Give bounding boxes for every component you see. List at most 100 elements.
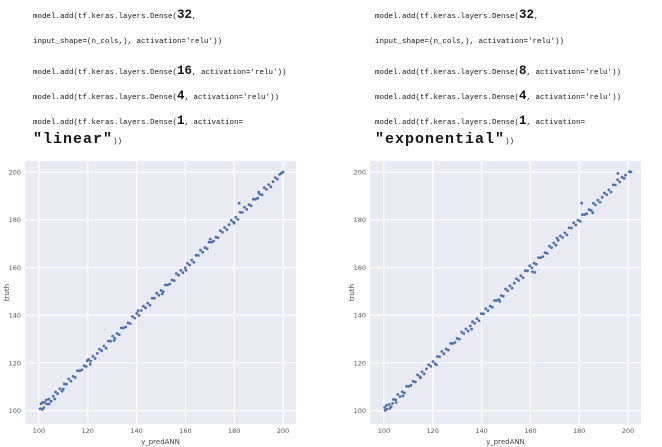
data-point	[262, 186, 266, 190]
data-point	[587, 208, 591, 211]
data-point	[161, 290, 165, 294]
data-point	[398, 395, 402, 398]
data-point	[510, 286, 514, 290]
code-segment: , activation='relu'))	[184, 94, 280, 102]
data-point	[166, 283, 170, 287]
data-point	[73, 376, 77, 379]
data-point	[271, 180, 275, 184]
y-tick-label: 120	[354, 359, 366, 367]
data-point	[227, 223, 231, 227]
data-point	[498, 300, 502, 303]
data-point	[506, 289, 510, 293]
code-segment: model.add(tf.keras.layers.Dense(	[33, 119, 178, 127]
code-segment: , activation='relu'))	[526, 94, 622, 102]
data-point	[616, 178, 619, 182]
data-point	[126, 321, 130, 325]
scatter-plot-exponential: 100 120 140 160 180 200 100 120 140 160 180 200 y_pr…	[348, 161, 641, 446]
data-point	[532, 261, 536, 265]
data-point	[477, 319, 481, 323]
y-tick-label: 100	[354, 407, 366, 415]
data-point	[598, 200, 602, 204]
data-point	[517, 279, 521, 282]
data-point	[493, 299, 496, 302]
data-point	[431, 360, 435, 363]
y-tick-label: 160	[9, 264, 21, 272]
data-point	[388, 407, 392, 410]
data-point	[435, 363, 438, 367]
data-point	[85, 359, 89, 363]
data-point	[458, 337, 461, 341]
code-segment: 8	[519, 64, 527, 78]
data-point	[106, 339, 110, 343]
data-point	[216, 236, 220, 240]
data-point	[155, 291, 159, 295]
code-segment: input_shape=(n_cols,), activation='relu'…	[33, 38, 223, 46]
code-segment: 1	[519, 114, 527, 128]
data-point	[256, 196, 260, 200]
data-point	[240, 211, 244, 214]
code-segment: 1	[177, 114, 185, 128]
data-point	[223, 226, 227, 229]
data-point	[473, 322, 477, 325]
data-point	[490, 305, 494, 309]
data-point	[539, 256, 543, 259]
data-point	[95, 352, 99, 355]
data-point	[221, 230, 224, 234]
data-point	[578, 219, 582, 223]
data-point	[486, 309, 490, 313]
data-point	[62, 382, 66, 386]
x-tick-label: 140	[130, 427, 142, 435]
data-point	[616, 172, 620, 175]
data-point	[273, 176, 277, 179]
x-tick-label: 160	[179, 427, 191, 435]
data-point	[419, 376, 422, 380]
code-line: model.add(tf.keras.layers.Dense(32,	[33, 8, 333, 23]
data-point	[589, 209, 593, 212]
data-point	[464, 327, 468, 331]
data-point	[243, 205, 246, 209]
data-point	[484, 307, 488, 310]
y-tick-label: 120	[9, 359, 21, 367]
data-point	[565, 233, 569, 237]
data-point	[427, 363, 430, 366]
data-point	[157, 293, 161, 297]
data-point	[580, 201, 584, 205]
data-point	[80, 368, 84, 372]
data-point	[160, 292, 164, 296]
scatter-plot-linear: 100 120 140 160 180 200 100 120 140 160 180 200 y_pr…	[3, 161, 296, 446]
code-segment: 32	[519, 8, 535, 22]
data-point	[249, 204, 253, 208]
data-point	[572, 221, 575, 225]
data-point	[91, 354, 95, 358]
data-point	[136, 309, 140, 313]
data-point	[607, 188, 611, 192]
data-point	[409, 384, 413, 387]
data-point	[192, 260, 196, 264]
data-point	[232, 221, 236, 225]
data-point	[148, 303, 152, 307]
y-tick-label: 180	[354, 216, 366, 224]
x-axis-label: y_predANN	[486, 438, 525, 446]
data-point	[88, 362, 92, 366]
data-point	[67, 377, 71, 381]
data-point	[170, 278, 174, 282]
y-tick-label: 200	[9, 169, 21, 177]
data-point	[440, 350, 444, 353]
data-point	[611, 183, 615, 187]
data-point	[508, 284, 512, 288]
data-point	[112, 339, 116, 342]
data-point	[131, 315, 134, 318]
data-point	[76, 369, 79, 373]
data-point	[146, 301, 150, 305]
code-segment: model.add(tf.keras.layers.Dense(	[33, 94, 178, 102]
code-line: model.add(tf.keras.layers.Dense(1, activ…	[375, 114, 662, 129]
data-point	[541, 255, 545, 258]
data-point	[44, 398, 48, 402]
data-point	[177, 273, 181, 277]
data-point	[122, 326, 125, 330]
data-point	[561, 236, 564, 239]
data-point	[135, 312, 139, 315]
data-point	[475, 317, 479, 320]
data-point	[394, 398, 397, 402]
